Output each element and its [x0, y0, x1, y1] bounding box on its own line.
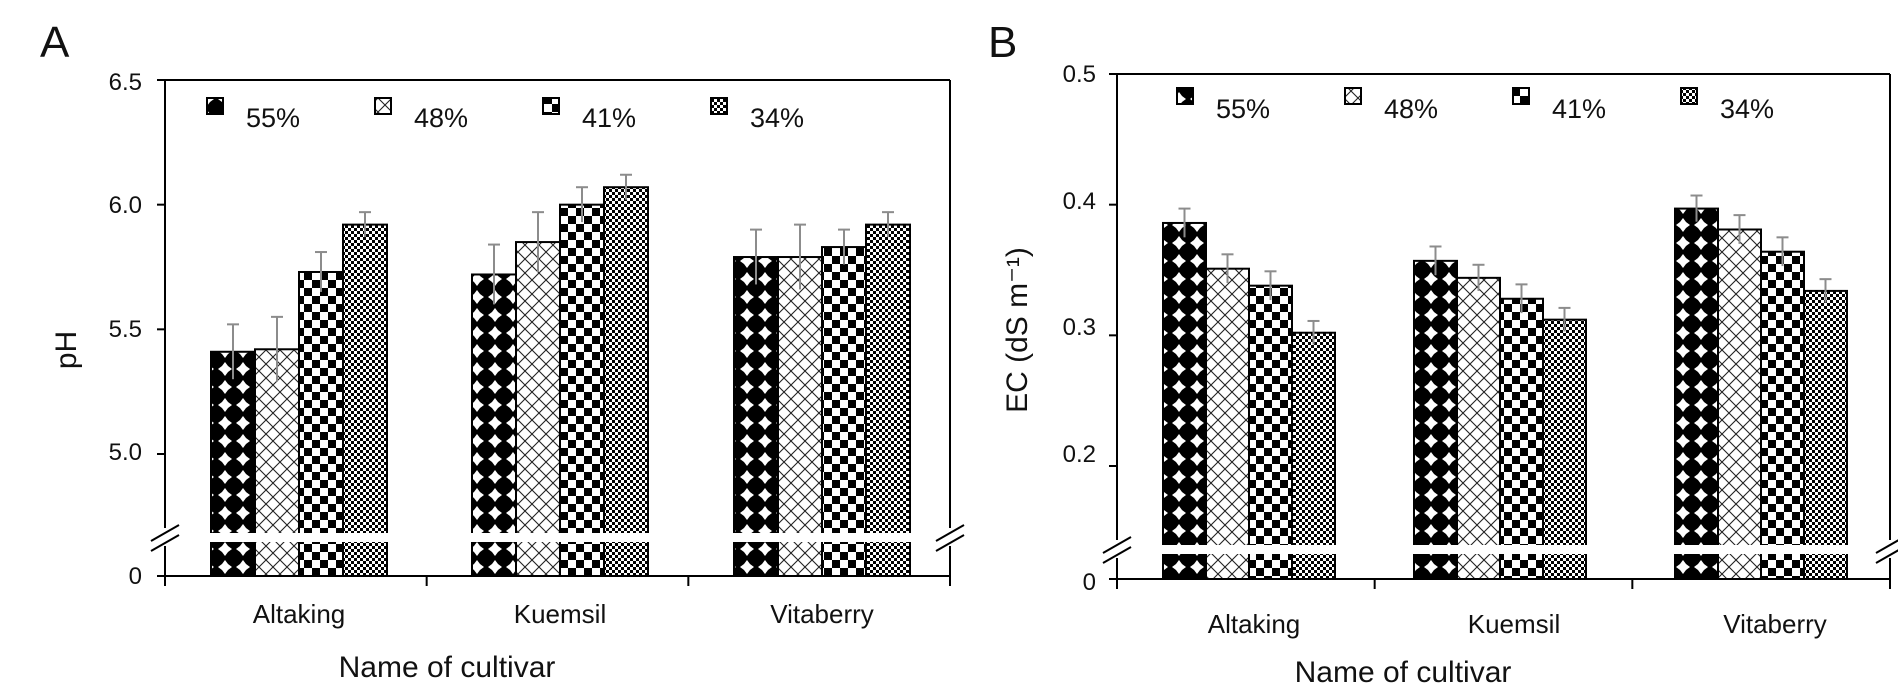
category-label-altaking: Altaking — [1208, 609, 1301, 639]
bar-kuemsil-34 — [603, 186, 649, 577]
category-label-altaking: Altaking — [253, 599, 346, 629]
legend-swatch-48 — [1344, 87, 1362, 105]
error-bar-altaking-48 — [1221, 253, 1234, 284]
error-bar-vitaberry-41 — [838, 228, 850, 265]
x-axis-label: Name of cultivar — [1295, 656, 1512, 689]
error-bar-vitaberry-48 — [1733, 214, 1746, 244]
panel-b: B Name of cultivar EC (dS m⁻¹) Altaking … — [988, 18, 1898, 689]
y-tick-label: 5.5 — [109, 316, 142, 343]
error-bar-altaking-48 — [271, 315, 283, 382]
panel-label: B — [988, 18, 1017, 67]
bar-vitaberry-55 — [733, 256, 779, 577]
bar-kuemsil-48 — [515, 241, 561, 577]
bar-altaking-34 — [342, 223, 388, 577]
category-label-vitaberry: Vitaberry — [770, 599, 874, 629]
y-tick-label: 0.4 — [1063, 188, 1096, 215]
category-label-vitaberry: Vitaberry — [1723, 609, 1827, 639]
bar-altaking-34 — [1291, 331, 1336, 580]
error-bar-altaking-41 — [315, 251, 327, 292]
y-tick-label: 0.2 — [1063, 441, 1096, 468]
bar-vitaberry-34 — [1803, 289, 1848, 580]
legend-swatch-34 — [710, 97, 728, 115]
legend-label-48: 48% — [1384, 94, 1438, 124]
legend-swatch-55 — [1176, 87, 1194, 105]
bar-kuemsil-48 — [1456, 276, 1501, 580]
error-bar-kuemsil-34 — [1558, 306, 1571, 332]
y-axis-label: EC (dS m⁻¹) — [1001, 247, 1034, 413]
category-label-kuemsil: Kuemsil — [1468, 609, 1560, 639]
legend-label-48: 48% — [414, 103, 468, 133]
error-bar-altaking-34 — [359, 211, 371, 238]
legend-swatch-55 — [206, 97, 224, 115]
error-bar-vitaberry-55 — [750, 228, 762, 285]
axis-break-marker — [935, 524, 965, 552]
error-bar-kuemsil-41 — [1515, 283, 1528, 314]
bar-kuemsil-55 — [471, 273, 517, 577]
error-bar-kuemsil-55 — [1429, 245, 1442, 276]
legend-swatch-48 — [374, 97, 392, 115]
y-tick-label: 6.5 — [109, 69, 142, 96]
bar-altaking-41 — [298, 270, 344, 577]
y-tick-label: 0 — [1083, 569, 1096, 596]
category-label-kuemsil: Kuemsil — [514, 599, 606, 629]
x-axis-label: Name of cultivar — [339, 651, 556, 684]
bar-vitaberry-41 — [1760, 250, 1805, 580]
legend-label-41: 41% — [1552, 94, 1606, 124]
error-bar-vitaberry-41 — [1776, 236, 1789, 267]
error-bar-vitaberry-34 — [882, 211, 894, 238]
legend-label-55: 55% — [246, 103, 300, 133]
error-bar-altaking-55 — [227, 323, 239, 380]
y-axis-label: pH — [50, 331, 83, 369]
bar-altaking-55 — [1162, 221, 1207, 581]
bar-altaking-55 — [210, 350, 256, 578]
error-bar-kuemsil-41 — [576, 186, 588, 223]
bar-kuemsil-34 — [1542, 318, 1587, 580]
axis-break-band — [167, 533, 948, 542]
bar-altaking-48 — [1205, 267, 1250, 580]
legend-swatch-41 — [1512, 87, 1530, 105]
y-tick-label: 0.3 — [1063, 314, 1096, 341]
bar-altaking-41 — [1248, 284, 1293, 580]
legend-swatch-34 — [1680, 87, 1698, 105]
legend-swatch-41 — [542, 97, 560, 115]
panel-a: A Name of cultivar pH Altaking Kuemsil V… — [40, 18, 965, 684]
axis-break-marker — [150, 524, 180, 552]
bar-kuemsil-55 — [1413, 259, 1458, 580]
y-tick-label: 5.0 — [109, 439, 142, 466]
legend-label-34: 34% — [750, 103, 804, 133]
bar-vitaberry-48 — [777, 256, 823, 577]
legend-label-41: 41% — [582, 103, 636, 133]
error-bar-altaking-34 — [1307, 319, 1320, 345]
error-bar-kuemsil-48 — [532, 211, 544, 272]
bar-vitaberry-34 — [865, 223, 911, 577]
error-bar-vitaberry-48 — [794, 223, 806, 290]
axis-break-marker — [1875, 539, 1898, 564]
legend-label-34: 34% — [1720, 94, 1774, 124]
error-bar-altaking-41 — [1264, 270, 1277, 301]
axis-break-marker — [1102, 536, 1132, 564]
bar-vitaberry-41 — [821, 246, 867, 577]
y-tick-label: 0 — [129, 563, 142, 590]
bar-vitaberry-48 — [1717, 228, 1762, 580]
y-tick-label: 6.0 — [109, 192, 142, 219]
error-bar-altaking-55 — [1178, 207, 1191, 238]
y-tick-label: 0.5 — [1063, 61, 1096, 88]
bar-vitaberry-55 — [1674, 207, 1719, 580]
error-bar-kuemsil-34 — [620, 173, 632, 200]
legend-label-55: 55% — [1216, 94, 1270, 124]
bar-kuemsil-41 — [559, 203, 605, 578]
error-bar-vitaberry-34 — [1819, 278, 1832, 303]
axis-break-band — [1119, 545, 1888, 554]
error-bar-kuemsil-48 — [1472, 263, 1485, 291]
error-bar-kuemsil-55 — [488, 243, 500, 305]
bar-kuemsil-41 — [1499, 297, 1544, 580]
panel-label: A — [40, 18, 70, 67]
error-bar-vitaberry-55 — [1690, 194, 1703, 222]
